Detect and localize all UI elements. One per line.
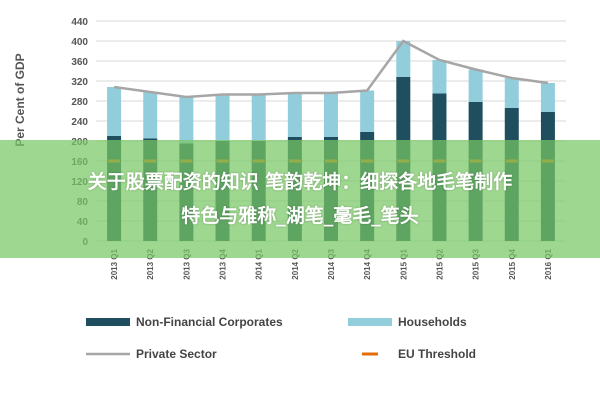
x-tick-label: 2013 Q3 xyxy=(182,248,191,279)
legend-swatch-non-financial-corporates xyxy=(86,318,130,326)
y-tick-label: 400 xyxy=(71,37,88,48)
x-tick-label: 2015 Q2 xyxy=(435,248,444,279)
legend-label-households: Households xyxy=(398,315,467,329)
bar-households xyxy=(396,41,411,77)
x-tick-label: 2013 Q4 xyxy=(219,248,228,279)
bar-households xyxy=(107,87,122,136)
line-private-sector xyxy=(113,39,549,99)
x-tick-label: 2015 Q4 xyxy=(508,248,517,279)
bar-households xyxy=(287,93,302,137)
y-axis-title: Per Cent of GDP xyxy=(13,53,27,146)
x-axis-ticks: 2013 Q1 2013 Q2 2013 Q3 2013 Q4 2014 Q1 2014 … xyxy=(110,248,553,279)
overlay-banner: 关于股票配资的知识 笔韵乾坤：细探各地毛笔制作 特色与雅称_湖笔_毫毛_笔头 xyxy=(0,140,600,258)
legend: Non-Financial Corporates Households Privat… xyxy=(86,315,476,361)
banner-line-1: 关于股票配资的知识 笔韵乾坤：细探各地毛笔制作 xyxy=(87,171,513,193)
x-tick-label: 2013 Q2 xyxy=(146,248,155,279)
x-tick-label: 2015 Q3 xyxy=(472,248,481,279)
legend-label-non-financial-corporates: Non-Financial Corporates xyxy=(136,315,283,329)
bar-households xyxy=(540,83,555,112)
bar-households xyxy=(360,90,375,132)
bar-households xyxy=(504,78,519,108)
bar-households xyxy=(143,92,158,139)
y-tick-label: 360 xyxy=(71,57,88,68)
x-tick-label: 2016 Q1 xyxy=(544,248,553,279)
x-tick-label: 2014 Q1 xyxy=(255,248,264,279)
y-tick-label: 440 xyxy=(71,17,88,28)
banner-line-2: 特色与雅称_湖笔_毫毛_笔头 xyxy=(181,205,419,227)
bar-households xyxy=(251,94,266,141)
legend-label-private-sector: Private Sector xyxy=(136,347,217,361)
legend-label-eu-threshold: EU Threshold xyxy=(398,347,476,361)
bar-households xyxy=(179,97,194,144)
x-tick-label: 2014 Q3 xyxy=(327,248,336,279)
x-tick-label: 2014 Q4 xyxy=(363,248,372,279)
bar-households xyxy=(215,94,230,141)
bar-households xyxy=(324,93,338,137)
bar-households xyxy=(432,60,447,94)
y-tick-label: 320 xyxy=(71,77,88,88)
bar-households xyxy=(468,69,483,102)
x-tick-label: 2015 Q1 xyxy=(399,248,408,279)
x-tick-label: 2014 Q2 xyxy=(291,248,300,279)
x-tick-label: 2013 Q1 xyxy=(110,248,119,279)
y-tick-label: 240 xyxy=(71,117,88,128)
y-tick-label: 280 xyxy=(71,97,88,108)
legend-swatch-households xyxy=(348,318,392,326)
